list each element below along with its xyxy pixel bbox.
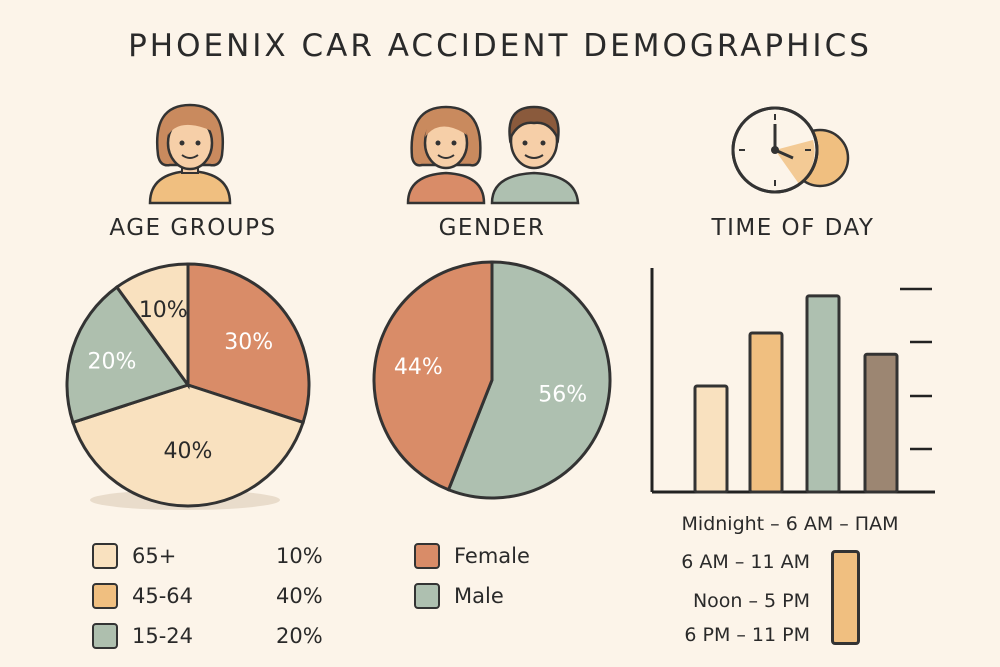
pie-data-label: 10% xyxy=(139,298,188,323)
gender-title: GENDER xyxy=(438,215,546,241)
pie-data-label: 40% xyxy=(164,439,213,464)
bar xyxy=(863,352,899,494)
clock-icon xyxy=(731,106,850,194)
legend-swatch xyxy=(414,583,440,609)
pie-slice xyxy=(114,262,190,390)
time-legend-label: Noon – 5 PM xyxy=(692,590,810,612)
legend-swatch xyxy=(92,583,118,609)
bar xyxy=(805,294,841,494)
legend-label: 15-24 xyxy=(132,624,194,648)
legend-swatch xyxy=(92,623,118,649)
pie-data-label: 44% xyxy=(394,355,443,380)
gender-legend: Female Male xyxy=(414,536,530,616)
bar xyxy=(693,384,729,494)
gender-pie: 56% 44% xyxy=(372,260,612,500)
age-pie: 30% 40% 20% 10% xyxy=(65,262,311,508)
page-title: PHOENIX CAR ACCIDENT DEMOGRAPHICS xyxy=(128,28,872,64)
legend-value: 40% xyxy=(276,584,323,608)
time-legend-label: 6 AM – 11 AM xyxy=(681,551,810,573)
pie-slice xyxy=(65,285,191,425)
legend-item: 45-64 40% xyxy=(92,576,323,616)
legend-swatch xyxy=(414,543,440,569)
age-legend: 65+ 10% 45-64 40% 15-24 20% xyxy=(92,536,323,656)
time-legend-swatch xyxy=(831,550,860,645)
time-of-day-title: TIME OF DAY xyxy=(711,215,875,241)
pie-slice xyxy=(372,260,494,492)
legend-label: Male xyxy=(454,584,504,608)
pie-data-label: 30% xyxy=(224,330,273,355)
legend-item: 65+ 10% xyxy=(92,536,323,576)
pie-data-label: 56% xyxy=(538,382,587,407)
legend-item: Female xyxy=(414,536,530,576)
legend-value: 20% xyxy=(276,624,323,648)
legend-value: 10% xyxy=(276,544,323,568)
time-bar-chart xyxy=(650,268,935,494)
pie-slice xyxy=(186,262,311,425)
time-legend-label: Midnight – 6 AM – ΠAM xyxy=(681,513,899,535)
legend-swatch xyxy=(92,543,118,569)
pie-slice xyxy=(446,260,612,500)
age-groups-title: AGE GROUPS xyxy=(109,215,277,241)
legend-item: 15-24 20% xyxy=(92,616,323,656)
bar xyxy=(748,331,784,494)
couple-icon xyxy=(406,105,580,205)
pie-data-label: 20% xyxy=(87,349,136,374)
legend-label: 45-64 xyxy=(132,584,194,608)
legend-label: Female xyxy=(454,544,530,568)
woman-icon xyxy=(148,103,232,205)
pie-slice xyxy=(71,383,305,508)
time-legend-label: 6 PM – 11 PM xyxy=(684,624,810,646)
legend-label: 65+ xyxy=(132,544,177,568)
legend-item: Male xyxy=(414,576,530,616)
